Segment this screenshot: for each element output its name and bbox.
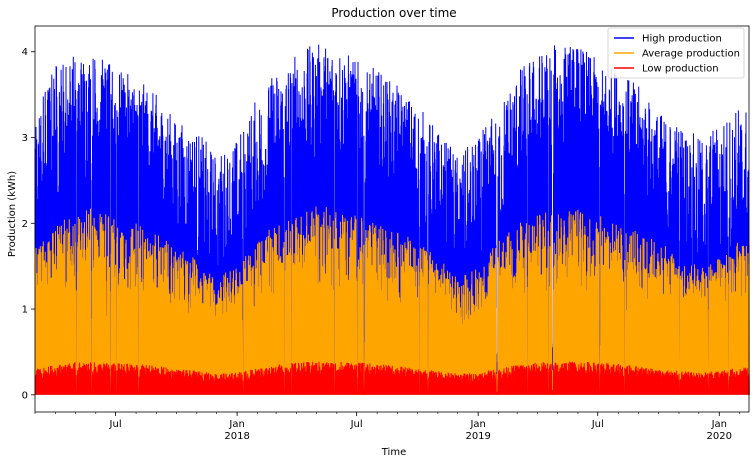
y-tick-label: 4 [22,47,28,58]
series-line-low-production [34,361,750,395]
y-tick-label: 2 [22,219,28,230]
legend-label: Average production [642,49,740,60]
x-axis-label: Time [381,447,406,458]
x-tick-year-label: 2019 [465,431,490,442]
series-layer [34,44,750,395]
x-tick-year-label: 2018 [224,431,249,442]
x-tick-label: Jul [350,419,363,430]
chart-title: Production over time [331,6,456,20]
y-tick-label: 0 [22,390,28,401]
x-tick-label: Jan [228,419,244,430]
x-tick-label: Jul [591,419,604,430]
x-tick-label: Jul [109,419,122,430]
x-tick-label: Jan [469,419,485,430]
x-tick-label: Jan [711,419,727,430]
legend-label: Low production [642,64,719,75]
legend: High production Average production Low pro… [607,27,745,79]
x-tick-year-label: 2020 [707,431,732,442]
y-tick-label: 1 [22,305,28,316]
plot-frame [34,25,750,413]
y-axis-label: Production (kWh) [7,171,18,257]
legend-box [607,27,745,79]
legend-label: High production [642,34,722,45]
y-tick-label: 3 [22,133,28,144]
y-axis: 0 1 2 3 4 [22,47,35,401]
